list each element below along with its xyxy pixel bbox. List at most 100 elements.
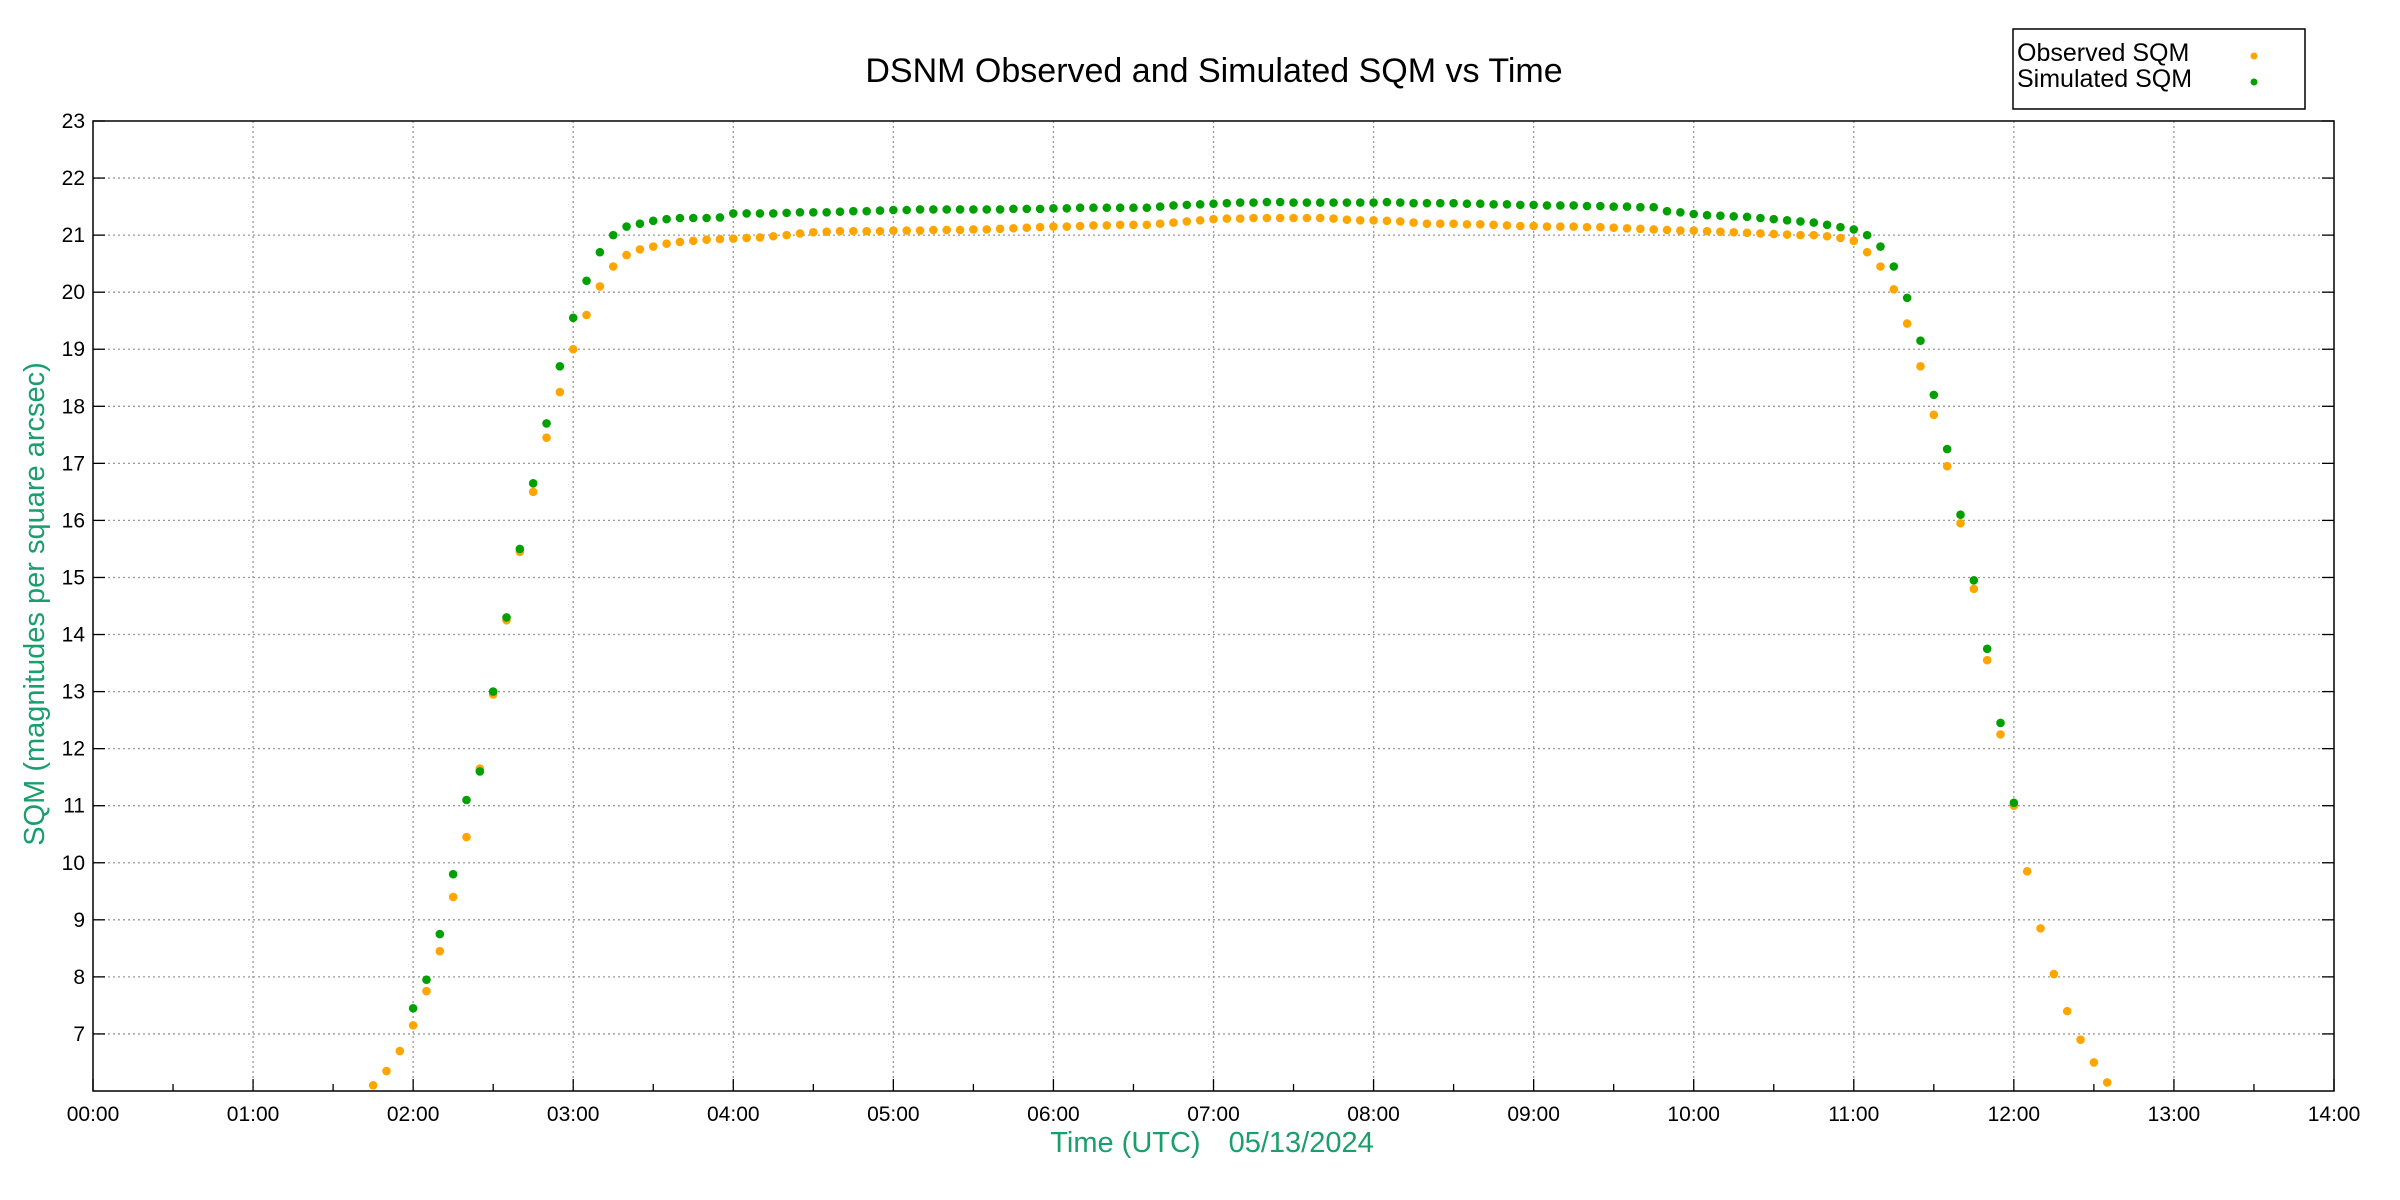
data-point (2049, 969, 2059, 979)
data-point (1315, 213, 1325, 223)
data-point (1716, 211, 1725, 221)
data-point (1209, 199, 1218, 209)
data-point (528, 479, 538, 488)
data-point (1836, 233, 1845, 243)
x-axis-label-text: Time (UTC) (1050, 1127, 1200, 1159)
data-point (1609, 223, 1618, 232)
data-point (1916, 336, 1925, 345)
data-point (1222, 214, 1232, 223)
x-tick-label: 12:00 (1988, 1103, 2041, 1126)
series-simulated (408, 197, 2019, 1013)
data-point (555, 362, 565, 371)
data-point (1622, 223, 1632, 233)
data-point (1996, 718, 2005, 728)
data-point (1022, 204, 1032, 214)
x-tick-label: 01:00 (227, 1103, 280, 1126)
data-point (1862, 247, 1872, 257)
data-point (715, 234, 725, 244)
data-point (568, 313, 578, 323)
data-point (1369, 198, 1378, 207)
y-tick-label: 21 (62, 224, 85, 247)
x-tick-label: 03:00 (547, 1103, 600, 1126)
data-point (662, 214, 671, 224)
x-axis-label: Time (UTC) 05/13/2024 (1050, 1127, 1374, 1159)
data-point (702, 213, 711, 223)
data-point (1702, 210, 1712, 220)
data-point (1289, 213, 1298, 223)
data-point (1329, 198, 1338, 207)
data-point (1009, 204, 1018, 214)
data-point (422, 975, 431, 985)
data-point (1729, 211, 1739, 221)
data-point (1769, 214, 1779, 224)
data-point (595, 282, 605, 291)
data-point (2022, 867, 2032, 876)
data-point (822, 227, 831, 236)
data-point (1329, 214, 1338, 223)
data-point (875, 206, 885, 215)
y-tick-label: 14 (62, 624, 86, 647)
series-observed (368, 213, 2112, 1090)
data-point (1516, 221, 1525, 231)
data-point (1516, 200, 1525, 210)
data-point (1529, 200, 1538, 210)
data-point (1462, 219, 1472, 229)
data-points (368, 197, 2112, 1090)
data-point (1089, 203, 1098, 213)
data-point (462, 795, 471, 805)
data-point (1142, 203, 1152, 213)
data-point (1502, 221, 1512, 230)
data-point (408, 1021, 418, 1030)
data-point (1809, 218, 1819, 227)
data-point (1836, 222, 1845, 232)
y-tick-label: 20 (62, 281, 85, 304)
data-point (929, 225, 938, 235)
data-point (1449, 198, 1458, 208)
data-point (782, 208, 791, 218)
data-point (1435, 198, 1445, 208)
data-point (1529, 221, 1538, 231)
y-tick-label: 18 (62, 395, 85, 418)
data-point (795, 229, 805, 238)
data-point (995, 224, 1005, 234)
data-point (942, 225, 952, 235)
data-point (1182, 200, 1192, 210)
data-point (1422, 219, 1432, 229)
data-point (1382, 216, 1392, 226)
data-point (1342, 198, 1352, 207)
x-tick-label: 10:00 (1667, 1103, 1720, 1126)
data-point (1596, 222, 1605, 232)
data-point (702, 235, 711, 244)
data-point (1075, 203, 1085, 213)
data-point (515, 544, 525, 554)
data-point (1275, 197, 1285, 207)
y-axis-label: SQM (magnitudes per square arcsec) (19, 362, 51, 846)
data-point (1395, 198, 1405, 207)
data-point (1876, 262, 1885, 271)
x-tick-label: 08:00 (1347, 1103, 1400, 1126)
data-point (462, 832, 471, 842)
data-point (1235, 198, 1245, 207)
data-point (648, 216, 658, 226)
data-point (889, 226, 898, 235)
data-point (1716, 227, 1725, 236)
data-point (1916, 362, 1925, 371)
legend-label-simulated: Simulated SQM (2017, 65, 2192, 93)
data-point (408, 1003, 418, 1013)
data-point (595, 247, 605, 257)
data-point (902, 226, 911, 235)
x-tick-label: 06:00 (1027, 1103, 1080, 1126)
data-point (1689, 209, 1699, 219)
x-tick-label: 04:00 (707, 1103, 760, 1126)
data-point (648, 242, 658, 251)
data-point (755, 209, 765, 218)
data-point (608, 230, 618, 240)
data-point (1969, 576, 1979, 585)
data-point (835, 207, 845, 217)
data-point (435, 946, 445, 956)
data-point (1569, 201, 1578, 210)
data-point (769, 209, 778, 218)
x-tick-label: 14:00 (2308, 1103, 2361, 1126)
data-point (1982, 644, 1992, 654)
y-tick-label: 8 (73, 966, 85, 989)
